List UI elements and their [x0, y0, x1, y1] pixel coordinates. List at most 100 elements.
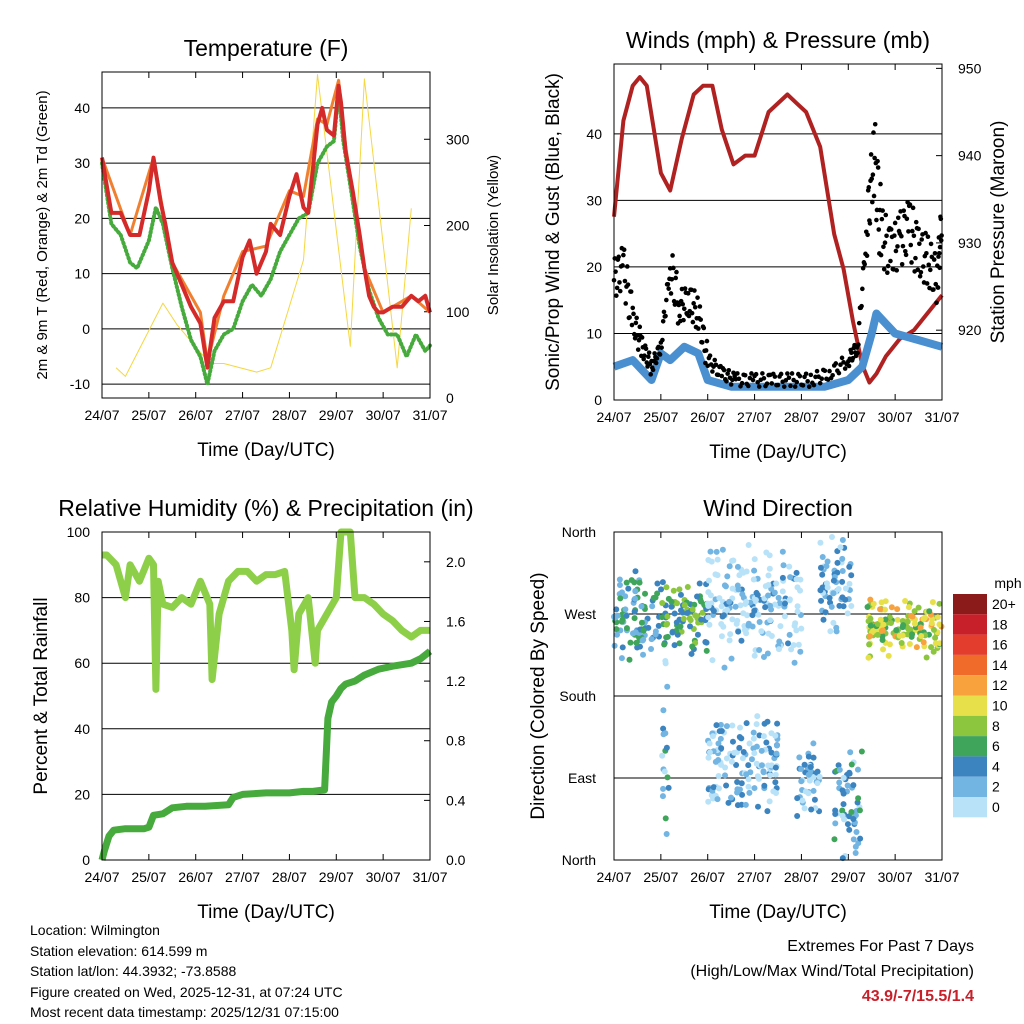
direction-point — [745, 776, 752, 783]
direction-point — [923, 654, 930, 661]
y-tick-label: -10 — [70, 376, 90, 392]
direction-point — [830, 590, 837, 597]
plot-frame — [101, 531, 431, 861]
direction-point — [818, 597, 825, 604]
direction-point — [677, 591, 684, 598]
direction-point — [753, 721, 760, 728]
direction-point — [823, 563, 830, 570]
direction-point — [684, 610, 691, 617]
direction-point — [622, 606, 629, 613]
direction-point — [692, 612, 699, 619]
direction-point — [619, 644, 626, 651]
direction-point — [664, 613, 671, 620]
direction-point — [909, 613, 916, 620]
direction-point — [745, 620, 752, 627]
direction-point — [616, 576, 623, 583]
gust-point — [646, 354, 651, 360]
direction-point — [659, 793, 666, 800]
direction-point — [726, 563, 733, 570]
direction-point — [918, 633, 925, 640]
direction-point — [840, 603, 847, 610]
gust-point — [630, 305, 636, 311]
gust-point — [617, 280, 622, 285]
gust-point — [682, 286, 688, 291]
y-tick-label-right: 200 — [446, 218, 470, 234]
direction-point — [824, 558, 831, 565]
gust-point — [726, 367, 732, 373]
gust-point — [895, 215, 901, 221]
direction-point — [848, 572, 855, 579]
gust-point — [888, 258, 893, 264]
x-tick-label: 28/07 — [272, 869, 307, 885]
direction-point — [765, 592, 772, 599]
direction-point — [733, 762, 740, 769]
direction-point — [856, 807, 863, 814]
y-tick-label: 0 — [594, 392, 602, 408]
y-tick-label: 10 — [74, 266, 90, 282]
direction-point — [932, 634, 939, 641]
x-tick-label: 30/07 — [878, 409, 913, 425]
legend-title: mph — [994, 575, 1021, 591]
y-tick-label-right: 100 — [446, 304, 470, 320]
direction-point — [745, 762, 752, 769]
chart-panel-2: Relative Humidity (%) & Precipitation (i… — [31, 495, 474, 923]
x-tick-label: 26/07 — [690, 869, 725, 885]
gust-point — [882, 240, 888, 246]
direction-point — [930, 626, 937, 633]
gust-point — [659, 345, 664, 350]
direction-point — [719, 613, 726, 620]
direction-point — [743, 720, 750, 727]
direction-point — [760, 769, 767, 776]
direction-point — [840, 801, 847, 808]
direction-point — [835, 762, 842, 769]
gust-point — [785, 371, 790, 376]
y-tick-label: 60 — [74, 655, 90, 671]
direction-point — [763, 739, 770, 746]
direction-point — [758, 762, 765, 769]
gust-point — [913, 255, 918, 261]
gust-point — [846, 363, 852, 369]
gust-point — [867, 221, 873, 226]
direction-point — [819, 571, 826, 578]
direction-point — [740, 610, 747, 617]
direction-point — [751, 556, 758, 563]
direction-point — [779, 588, 786, 595]
direction-point — [839, 568, 846, 575]
direction-point — [894, 616, 901, 623]
direction-point — [687, 617, 694, 624]
y-tick-label-right: 950 — [958, 60, 982, 76]
gust-point — [637, 324, 643, 330]
direction-point — [764, 650, 771, 657]
direction-point — [728, 655, 735, 662]
x-tick-label: 26/07 — [178, 869, 213, 885]
series-2m-t — [100, 83, 432, 370]
direction-point — [805, 771, 812, 778]
direction-point — [835, 585, 842, 592]
direction-point — [716, 595, 723, 602]
direction-point — [870, 600, 877, 607]
chart-panel-3: Wind Direction Time (Day/UTC) Direction (C… — [528, 495, 1022, 923]
y-tick-label: East — [568, 770, 596, 786]
direction-point — [839, 787, 846, 794]
y-tick-label-right: 940 — [958, 148, 982, 164]
direction-point — [870, 627, 877, 634]
gust-point — [670, 253, 675, 258]
direction-point — [740, 748, 747, 755]
x-tick-label: 29/07 — [319, 407, 354, 423]
direction-point — [774, 720, 781, 727]
x-tick-label: 30/07 — [366, 869, 401, 885]
direction-point — [715, 756, 722, 763]
direction-point — [611, 642, 618, 649]
direction-point — [864, 604, 871, 611]
gust-point — [691, 301, 696, 306]
gust-point — [728, 382, 734, 387]
direction-point — [886, 614, 893, 621]
extremes-subtitle: (High/Low/Max Wind/Total Precipitation) — [690, 963, 974, 980]
direction-point — [756, 732, 763, 739]
direction-point — [717, 735, 724, 742]
direction-point — [794, 603, 801, 610]
gust-point — [781, 384, 787, 389]
gust-point — [842, 366, 848, 371]
gust-point — [917, 273, 923, 279]
direction-point — [652, 631, 659, 638]
